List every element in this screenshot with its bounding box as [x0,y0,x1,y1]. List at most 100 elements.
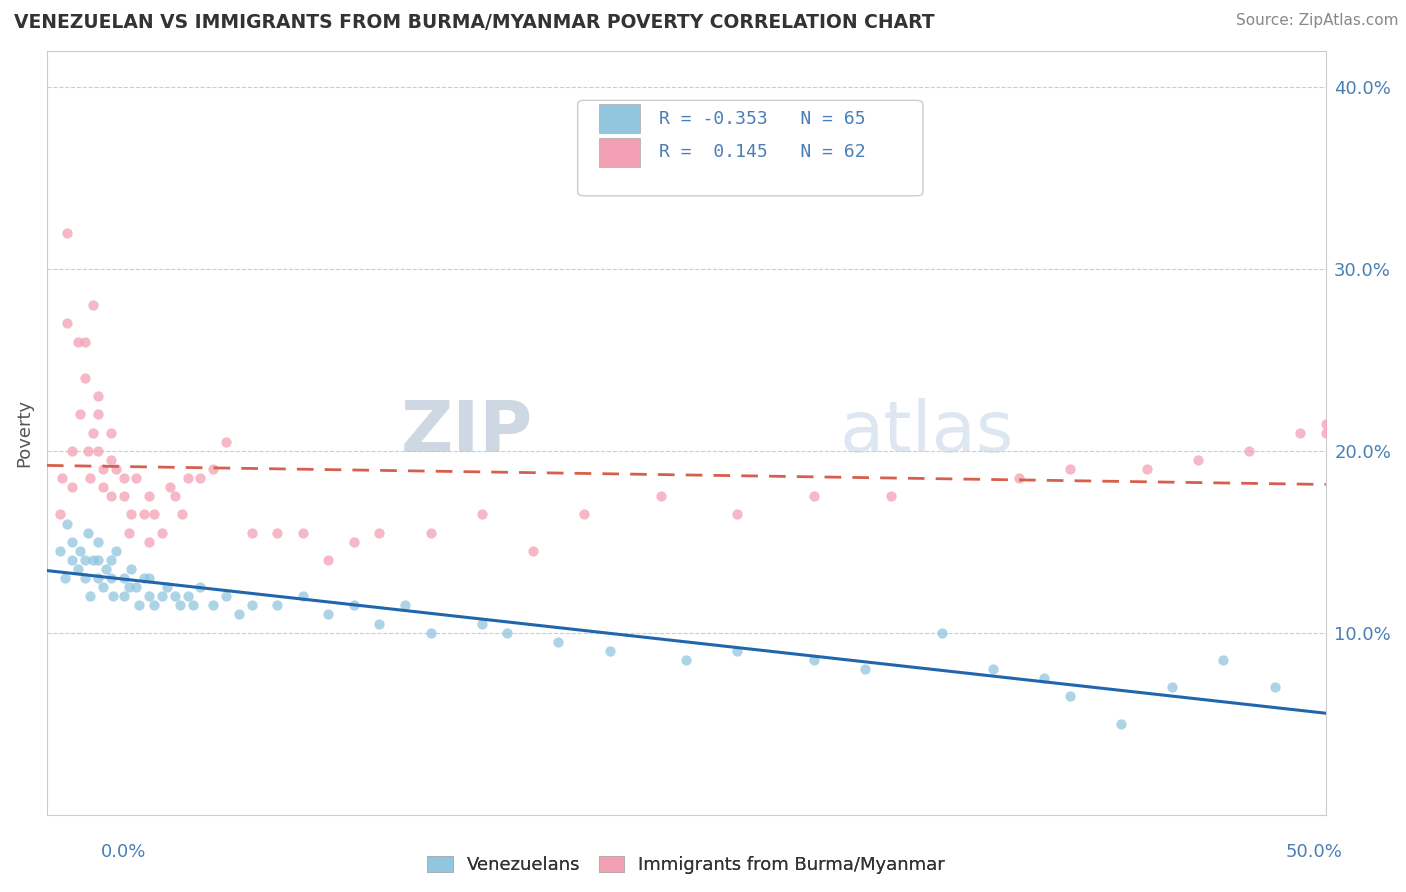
Point [56,516,79,531]
Point [1059,690,1081,704]
Point [100,553,122,567]
Point [51,471,73,485]
Point [1059,462,1081,476]
Point [75,371,97,385]
Text: R =  0.145   N = 62: R = 0.145 N = 62 [659,144,866,161]
Point [120,562,142,576]
Point [727,508,749,522]
Point [82,298,104,312]
Point [125,580,148,594]
Y-axis label: Poverty: Poverty [15,399,32,467]
Point [496,625,519,640]
Point [228,607,250,622]
Point [1136,462,1159,476]
Point [132,571,155,585]
Point [79,590,101,604]
Point [159,480,181,494]
Point [118,525,141,540]
Point [138,489,160,503]
Point [62,534,84,549]
Point [69,408,91,422]
Point [1237,443,1260,458]
Point [87,534,110,549]
Point [69,544,91,558]
Point [91,580,114,594]
Point [66,562,89,576]
Text: 0.0%: 0.0% [101,843,146,861]
Point [316,607,339,622]
Point [91,480,114,494]
Point [150,590,173,604]
Point [87,553,110,567]
Point [150,525,173,540]
Point [343,534,366,549]
Point [138,534,160,549]
Point [100,571,122,585]
Point [120,508,142,522]
Point [91,462,114,476]
FancyBboxPatch shape [599,137,640,167]
Point [112,471,135,485]
Text: ZIP: ZIP [401,398,533,467]
Point [87,408,110,422]
Point [76,443,98,458]
Point [1161,680,1184,694]
Point [79,471,101,485]
Point [163,489,186,503]
Point [62,443,84,458]
Point [215,434,238,449]
Point [803,653,825,667]
Point [172,508,194,522]
Point [87,443,110,458]
Point [394,599,416,613]
Text: Source: ZipAtlas.com: Source: ZipAtlas.com [1236,13,1399,29]
Point [368,616,391,631]
Text: R = -0.353   N = 65: R = -0.353 N = 65 [659,110,866,128]
Point [240,525,263,540]
Point [1264,680,1286,694]
Point [112,571,135,585]
Point [599,644,621,658]
Point [471,508,494,522]
Point [128,599,150,613]
Point [675,653,697,667]
Point [125,471,148,485]
Point [163,590,186,604]
Point [1289,425,1312,440]
Point [143,508,166,522]
Point [104,462,127,476]
Point [803,489,825,503]
Text: VENEZUELAN VS IMMIGRANTS FROM BURMA/MYANMAR POVERTY CORRELATION CHART: VENEZUELAN VS IMMIGRANTS FROM BURMA/MYAN… [14,13,935,32]
Point [266,599,288,613]
Point [100,489,122,503]
Point [1315,417,1337,431]
Point [156,580,179,594]
Point [103,590,125,604]
Point [87,389,110,403]
Point [190,580,212,594]
Point [75,553,97,567]
Point [75,334,97,349]
Point [419,525,441,540]
Text: atlas: atlas [839,398,1014,467]
Point [981,662,1004,676]
Point [316,553,339,567]
Point [56,317,79,331]
Point [1008,471,1031,485]
Point [931,625,953,640]
Point [880,489,903,503]
Point [138,571,160,585]
Point [1033,671,1056,685]
Point [94,562,117,576]
Legend: Venezuelans, Immigrants from Burma/Myanmar: Venezuelans, Immigrants from Burma/Myanm… [427,856,945,874]
Point [138,590,160,604]
Point [266,525,288,540]
Point [1315,425,1337,440]
Point [100,453,122,467]
Point [853,662,876,676]
Text: 50.0%: 50.0% [1286,843,1343,861]
Point [291,525,314,540]
Point [118,580,141,594]
Point [202,462,225,476]
Point [76,525,98,540]
